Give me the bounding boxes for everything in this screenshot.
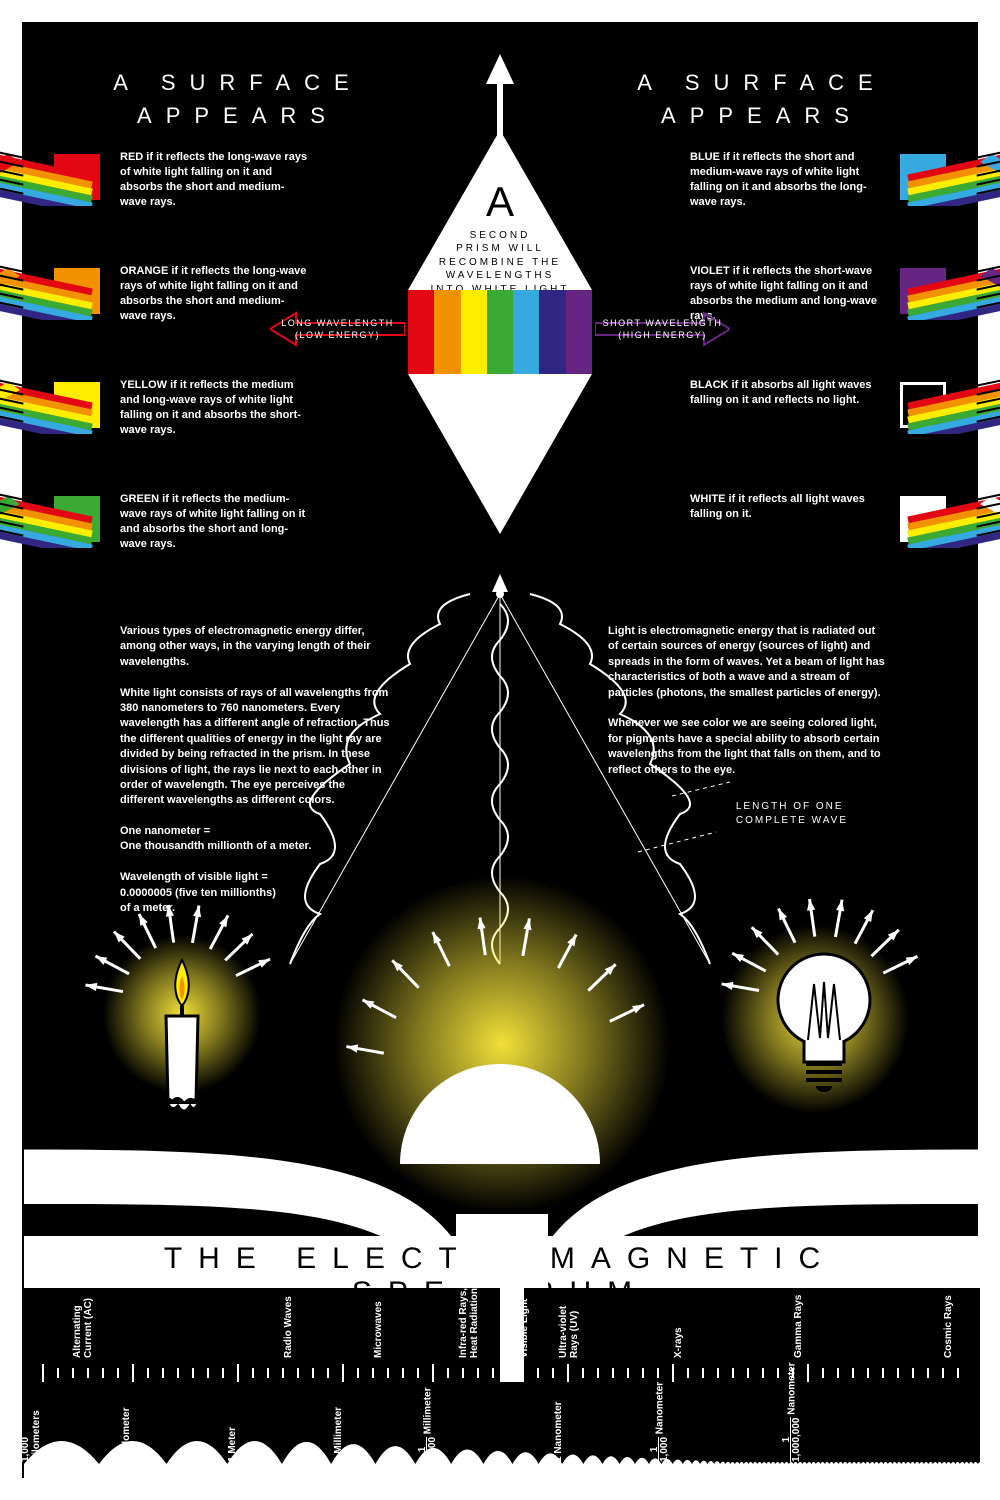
swatch-red: RED if it reflects the long-wave rays of…: [54, 154, 314, 222]
radiating-arrows-icon: [24, 874, 980, 1134]
long-wavelength-label: LONG WAVELENGTH(LOW ENERGY): [270, 318, 405, 341]
long-wavelength-arrow: LONG WAVELENGTH(LOW ENERGY): [270, 314, 405, 354]
big-a: A: [425, 174, 575, 231]
swatch-desc: WHITE if it reflects all light waves fal…: [690, 492, 880, 522]
swatch-desc: RED if it reflects the long-wave rays of…: [120, 150, 310, 209]
frequency-wave-icon: [24, 1424, 980, 1480]
heading-surface-left: A SURFACEAPPEARS: [98, 66, 378, 132]
heading-surface-right: A SURFACEAPPEARS: [622, 66, 902, 132]
type-label: Cosmic Rays: [943, 1295, 954, 1358]
swatch-black: BLACK if it absorbs all light waves fall…: [686, 382, 946, 450]
type-label: Gamma Rays: [793, 1295, 804, 1358]
type-label: Visible Light: [519, 1299, 530, 1358]
swatch-green: GREEN if it reflects the medium-wave ray…: [54, 496, 314, 564]
swatch-square: [54, 496, 100, 542]
swatch-square: [900, 268, 946, 314]
type-label: Infra-red Rays,Heat Radiation: [458, 1288, 480, 1358]
spectrum-band: [408, 290, 592, 374]
swatch-desc: YELLOW if it reflects the medium and lon…: [120, 378, 310, 437]
swatch-blue: BLUE if it reflects the short and medium…: [686, 154, 946, 222]
type-label: Microwaves: [373, 1301, 384, 1358]
tick-row: [24, 1364, 980, 1382]
type-label: X-rays: [673, 1327, 684, 1358]
prism-column: A SECONDPRISM WILLRECOMBINE THEWAVELENGT…: [375, 54, 625, 604]
short-wavelength-arrow: SHORT WAVELENGTH(HIGH ENERGY): [595, 314, 730, 354]
swatch-square: [900, 154, 946, 200]
swatch-white: WHITE if it reflects all light waves fal…: [686, 496, 946, 564]
type-label: Radio Waves: [283, 1296, 294, 1358]
swatch-yellow: YELLOW if it reflects the medium and lon…: [54, 382, 314, 450]
short-wavelength-label: SHORT WAVELENGTH(HIGH ENERGY): [595, 318, 730, 341]
type-label: AlternatingCurrent (AC): [72, 1298, 94, 1358]
swatch-square: [54, 268, 100, 314]
arrow-up-icon: [486, 54, 514, 84]
swatch-square: [54, 154, 100, 200]
swatch-square: [900, 382, 946, 428]
type-label: Ultra-violetRays (UV): [558, 1306, 580, 1358]
swatch-desc: BLUE if it reflects the short and medium…: [690, 150, 880, 209]
prism-text-body: SECONDPRISM WILLRECOMBINE THEWAVELENGTHS…: [431, 230, 570, 295]
swatch-desc: BLACK if it absorbs all light waves fall…: [690, 378, 880, 408]
funnel-neck: [456, 1214, 548, 1294]
spectrum-scale: AlternatingCurrent (AC) Radio Waves Microw…: [24, 1288, 980, 1480]
swatch-square: [54, 382, 100, 428]
poster-frame: A SURFACEAPPEARS A SURFACEAPPEARS RED if…: [22, 22, 978, 1478]
swatch-square: [900, 496, 946, 542]
swatch-desc: GREEN if it reflects the medium-wave ray…: [120, 492, 310, 551]
lower-prism-icon: [408, 374, 592, 534]
upper-prism-text: A SECONDPRISM WILLRECOMBINE THEWAVELENGT…: [425, 174, 575, 296]
